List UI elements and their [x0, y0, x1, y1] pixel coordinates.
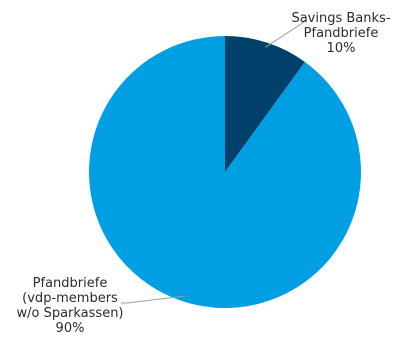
slice-label-1-line-1: Savings Banks- — [291, 11, 390, 26]
slice-labels: Savings Banks-Pfandbriefe 10%Pfandbriefe(… — [16, 11, 390, 336]
slice-label-2-line-3: w/o Sparkassen) — [16, 306, 123, 321]
slice-label-2-line-4: 90% — [56, 321, 85, 336]
slice-label-2-line-1: Pfandbriefe — [33, 276, 108, 291]
pie-slices — [88, 36, 361, 308]
pie-slice-2 — [88, 36, 361, 308]
leader-lines — [121, 21, 306, 304]
leader-line-1 — [265, 21, 306, 48]
slice-label-1-line-3: 10% — [327, 41, 356, 56]
pie-slice-1 — [225, 36, 305, 172]
slice-label-1-line-2: Pfandbriefe — [304, 26, 379, 41]
slice-label-2: Pfandbriefe (vdp-members w/o Sparkassen) 90… — [16, 276, 123, 336]
slice-label-1: Savings Banks-Pfandbriefe 10% — [291, 11, 390, 56]
slice-label-2-line-2: (vdp-members — [22, 291, 118, 306]
leader-line-2 — [121, 295, 185, 304]
